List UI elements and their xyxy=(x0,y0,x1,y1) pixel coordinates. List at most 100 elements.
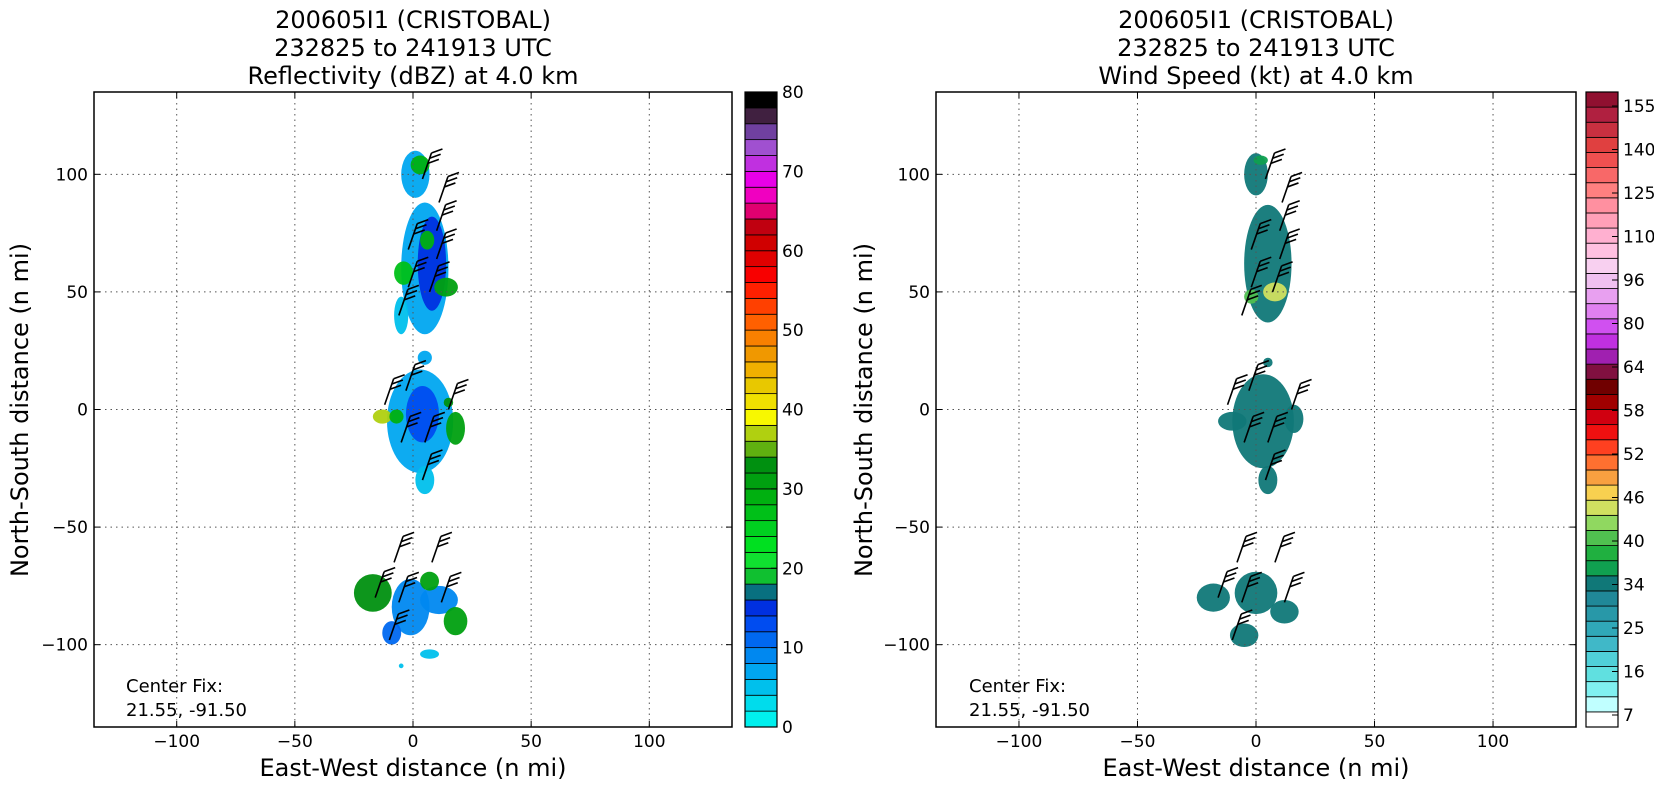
colorbar-segment xyxy=(744,313,778,331)
colorbar-segment xyxy=(1585,439,1619,456)
colorbar-tick-label: 7 xyxy=(1623,706,1634,726)
wind-barb xyxy=(405,359,427,391)
colorbar: 155 140 125 110 96 80 64 58 52 46 40 34 25 16 7 xyxy=(1585,91,1654,728)
wind-barb xyxy=(1274,531,1296,563)
wind-barb xyxy=(447,378,469,410)
wind-barb xyxy=(1236,531,1258,563)
y-axis-label: North-South distance (n mi) xyxy=(850,243,878,577)
colorbar-segment xyxy=(744,329,778,347)
colorbar-tick-label: 70 xyxy=(782,162,804,182)
colorbar-segment xyxy=(1585,530,1619,546)
colorbar-tick-label: 96 xyxy=(1623,271,1645,291)
wind-barb xyxy=(407,218,429,250)
echo-cell xyxy=(1253,155,1268,165)
colorbar-segment xyxy=(1585,590,1619,607)
y-tick-label: 0 xyxy=(919,401,930,421)
colorbar-segment xyxy=(744,345,778,363)
wind-barb xyxy=(421,148,443,180)
wind-barb xyxy=(428,261,450,293)
colorbar-segment xyxy=(1585,227,1619,244)
echo-cell xyxy=(405,385,439,443)
wind-barb xyxy=(388,609,410,641)
center-fix-label: Center Fix: xyxy=(969,676,1066,697)
colorbar-segment xyxy=(1585,560,1619,577)
colorbar-segment xyxy=(744,520,778,537)
colorbar-tick-label: 40 xyxy=(1623,532,1645,552)
colorbar-segment xyxy=(744,599,778,617)
colorbar-segment xyxy=(744,472,778,490)
wind-barb xyxy=(438,171,460,203)
colorbar-segment xyxy=(744,710,778,728)
colorbar-segment xyxy=(744,361,778,379)
echo-layer xyxy=(353,150,468,669)
y-tick-label: 50 xyxy=(908,283,930,303)
wind-barb xyxy=(1241,571,1263,603)
colorbar-tick-label: 140 xyxy=(1623,141,1654,161)
wind-barb xyxy=(398,284,420,316)
colorbar-tick-label: 30 xyxy=(782,480,804,500)
echo-cell xyxy=(1284,404,1304,434)
wind-barb xyxy=(1250,218,1272,250)
x-axis-label: East-West distance (n mi) xyxy=(259,754,566,782)
wind-barb xyxy=(435,228,457,260)
colorbar-segment xyxy=(1585,303,1619,320)
colorbar-segment xyxy=(744,218,778,236)
echo-cell xyxy=(446,411,465,445)
colorbar-segment xyxy=(1585,378,1619,395)
colorbar-segment xyxy=(744,440,778,458)
colorbar-segment xyxy=(744,615,778,633)
echo-cell xyxy=(420,649,439,659)
echo-cell xyxy=(389,409,404,424)
colorbar-segment xyxy=(744,107,778,125)
echo-cell xyxy=(417,350,432,365)
colorbar-tick-label: 155 xyxy=(1623,97,1654,117)
echo-layer xyxy=(1196,153,1304,648)
echo-cell xyxy=(391,578,430,636)
colorbar-tick-label: 50 xyxy=(782,321,804,341)
axis-ticks xyxy=(936,92,1576,727)
wind-barb xyxy=(1231,609,1253,641)
colorbar-segment xyxy=(744,504,778,522)
echo-cell xyxy=(1263,357,1273,368)
y-tick-label: 0 xyxy=(77,401,88,421)
x-tick-label: 0 xyxy=(408,732,419,752)
echo-cell xyxy=(1196,583,1230,612)
colorbar-segment xyxy=(1585,545,1619,562)
wind-barb xyxy=(1281,171,1303,203)
x-tick-label: −100 xyxy=(996,732,1043,752)
wind-barb xyxy=(407,256,429,288)
colorbar-segment xyxy=(1585,635,1619,652)
echo-cell xyxy=(1270,600,1299,624)
echo-cell xyxy=(1258,465,1278,495)
colorbar-segment xyxy=(744,488,778,506)
colorbar-segment xyxy=(744,647,778,664)
colorbar-segment xyxy=(1585,257,1619,274)
x-tick-label: 50 xyxy=(520,732,542,752)
y-tick-label: 50 xyxy=(66,283,88,303)
wind-barb xyxy=(1243,411,1265,443)
colorbar-tick-label: 110 xyxy=(1623,228,1654,248)
wind-barb xyxy=(1250,256,1272,288)
echo-cell xyxy=(372,409,392,424)
echo-cell xyxy=(420,230,435,250)
colorbar-frame xyxy=(1585,91,1619,728)
colorbar: 80 70 60 50 40 30 20 10 0 xyxy=(744,83,804,738)
wind-barb xyxy=(1241,284,1263,316)
colorbar-tick-label: 34 xyxy=(1623,576,1645,596)
colorbar-tick-label: 25 xyxy=(1623,619,1645,639)
colorbar-segment xyxy=(1585,106,1619,123)
wind-barb xyxy=(1217,566,1239,598)
center-fix-value: 21.55, -91.50 xyxy=(126,700,247,721)
echo-cell xyxy=(443,607,468,636)
x-tick-label: −50 xyxy=(277,732,313,752)
wind-barb xyxy=(1283,571,1305,603)
y-tick-label: −50 xyxy=(52,518,88,538)
wind-speed-panel: 200605I1 (CRISTOBAL) 232825 to 241913 UT… xyxy=(850,6,1654,782)
colorbar-tick-label: 10 xyxy=(782,639,804,659)
colorbar-segment xyxy=(744,186,778,204)
colorbar-segment xyxy=(1585,711,1619,728)
barb-layer xyxy=(374,148,469,641)
chart-title-line-3: Reflectivity (dBZ) at 4.0 km xyxy=(248,62,579,90)
colorbar-segment xyxy=(1585,212,1619,229)
echo-cell xyxy=(420,585,458,615)
